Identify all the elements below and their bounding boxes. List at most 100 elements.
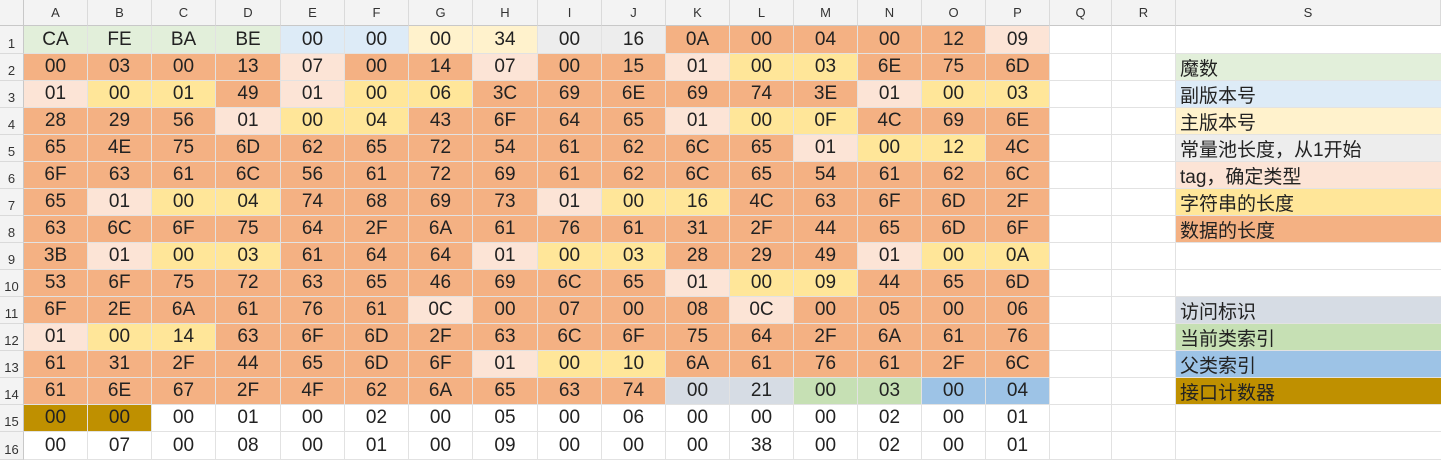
cell-h7[interactable]: 73 — [473, 189, 538, 216]
cell-m1[interactable]: 04 — [794, 26, 858, 54]
cell-b3[interactable]: 00 — [88, 81, 152, 108]
cell-j3[interactable]: 6E — [602, 81, 666, 108]
cell-k1[interactable]: 0A — [666, 26, 730, 54]
cell-c5[interactable]: 75 — [152, 135, 216, 162]
legend-entry[interactable]: tag，确定类型 — [1176, 162, 1441, 189]
cell-c2[interactable]: 00 — [152, 54, 216, 81]
cell-r16[interactable] — [1112, 432, 1176, 460]
cell-r10[interactable] — [1112, 270, 1176, 297]
cell-q8[interactable] — [1050, 216, 1112, 243]
cell-d13[interactable]: 44 — [216, 351, 281, 378]
cell-d6[interactable]: 6C — [216, 162, 281, 189]
column-header-d[interactable]: D — [216, 0, 281, 26]
column-header-k[interactable]: K — [666, 0, 730, 26]
cell-j4[interactable]: 65 — [602, 108, 666, 135]
legend-entry[interactable]: 副版本号 — [1176, 81, 1441, 108]
cell-a12[interactable]: 01 — [24, 324, 88, 351]
cell-p10[interactable]: 6D — [986, 270, 1050, 297]
cell-d2[interactable]: 13 — [216, 54, 281, 81]
cell-h13[interactable]: 01 — [473, 351, 538, 378]
cell-i6[interactable]: 61 — [538, 162, 602, 189]
cell-p13[interactable]: 6C — [986, 351, 1050, 378]
cell-f9[interactable]: 64 — [345, 243, 409, 270]
cell-k16[interactable]: 00 — [666, 432, 730, 460]
cell-d16[interactable]: 08 — [216, 432, 281, 460]
row-header-16[interactable]: 16 — [0, 432, 24, 460]
cell-i5[interactable]: 61 — [538, 135, 602, 162]
cell-f7[interactable]: 68 — [345, 189, 409, 216]
column-header-i[interactable]: I — [538, 0, 602, 26]
cell-i12[interactable]: 6C — [538, 324, 602, 351]
cell-b1[interactable]: FE — [88, 26, 152, 54]
cell-j10[interactable]: 65 — [602, 270, 666, 297]
cell-p5[interactable]: 4C — [986, 135, 1050, 162]
cell-c15[interactable]: 00 — [152, 405, 216, 432]
cell-e13[interactable]: 65 — [281, 351, 345, 378]
cell-l12[interactable]: 64 — [730, 324, 794, 351]
cell-f5[interactable]: 65 — [345, 135, 409, 162]
cell-b7[interactable]: 01 — [88, 189, 152, 216]
cell-d15[interactable]: 01 — [216, 405, 281, 432]
cell-m15[interactable]: 00 — [794, 405, 858, 432]
cell-k10[interactable]: 01 — [666, 270, 730, 297]
cell-b13[interactable]: 31 — [88, 351, 152, 378]
cell-l6[interactable]: 65 — [730, 162, 794, 189]
cell-j14[interactable]: 74 — [602, 378, 666, 405]
column-header-r[interactable]: R — [1112, 0, 1176, 26]
cell-s10[interactable] — [1176, 270, 1441, 297]
cell-d1[interactable]: BE — [216, 26, 281, 54]
legend-entry[interactable]: 字符串的长度 — [1176, 189, 1441, 216]
cell-k15[interactable]: 00 — [666, 405, 730, 432]
cell-j11[interactable]: 00 — [602, 297, 666, 324]
column-header-m[interactable]: M — [794, 0, 858, 26]
cell-m8[interactable]: 44 — [794, 216, 858, 243]
cell-p4[interactable]: 6E — [986, 108, 1050, 135]
legend-entry[interactable]: 主版本号 — [1176, 108, 1441, 135]
cell-a11[interactable]: 6F — [24, 297, 88, 324]
cell-l14[interactable]: 21 — [730, 378, 794, 405]
cell-o2[interactable]: 75 — [922, 54, 986, 81]
cell-l7[interactable]: 4C — [730, 189, 794, 216]
cell-d7[interactable]: 04 — [216, 189, 281, 216]
cell-d4[interactable]: 01 — [216, 108, 281, 135]
cell-a15[interactable]: 00 — [24, 405, 88, 432]
cell-i7[interactable]: 01 — [538, 189, 602, 216]
cell-p9[interactable]: 0A — [986, 243, 1050, 270]
cell-d11[interactable]: 61 — [216, 297, 281, 324]
cell-a2[interactable]: 00 — [24, 54, 88, 81]
cell-o10[interactable]: 65 — [922, 270, 986, 297]
column-header-o[interactable]: O — [922, 0, 986, 26]
cell-p12[interactable]: 76 — [986, 324, 1050, 351]
cell-h14[interactable]: 65 — [473, 378, 538, 405]
cell-k11[interactable]: 08 — [666, 297, 730, 324]
cell-h16[interactable]: 09 — [473, 432, 538, 460]
cell-q5[interactable] — [1050, 135, 1112, 162]
cell-j12[interactable]: 6F — [602, 324, 666, 351]
cell-r15[interactable] — [1112, 405, 1176, 432]
cell-e9[interactable]: 61 — [281, 243, 345, 270]
cell-e10[interactable]: 63 — [281, 270, 345, 297]
cell-i16[interactable]: 00 — [538, 432, 602, 460]
cell-q12[interactable] — [1050, 324, 1112, 351]
cell-l10[interactable]: 00 — [730, 270, 794, 297]
cell-l1[interactable]: 00 — [730, 26, 794, 54]
cell-b14[interactable]: 6E — [88, 378, 152, 405]
cell-b10[interactable]: 6F — [88, 270, 152, 297]
legend-entry[interactable]: 魔数 — [1176, 54, 1441, 81]
cell-g6[interactable]: 72 — [409, 162, 473, 189]
cell-g3[interactable]: 06 — [409, 81, 473, 108]
cell-r12[interactable] — [1112, 324, 1176, 351]
cell-m4[interactable]: 0F — [794, 108, 858, 135]
cell-n5[interactable]: 00 — [858, 135, 922, 162]
cell-s15[interactable] — [1176, 405, 1441, 432]
row-header-13[interactable]: 13 — [0, 351, 24, 378]
row-header-5[interactable]: 5 — [0, 135, 24, 162]
cell-n13[interactable]: 61 — [858, 351, 922, 378]
cell-a3[interactable]: 01 — [24, 81, 88, 108]
cell-h10[interactable]: 69 — [473, 270, 538, 297]
cell-r1[interactable] — [1112, 26, 1176, 54]
cell-g10[interactable]: 46 — [409, 270, 473, 297]
cell-m12[interactable]: 2F — [794, 324, 858, 351]
cell-n12[interactable]: 6A — [858, 324, 922, 351]
